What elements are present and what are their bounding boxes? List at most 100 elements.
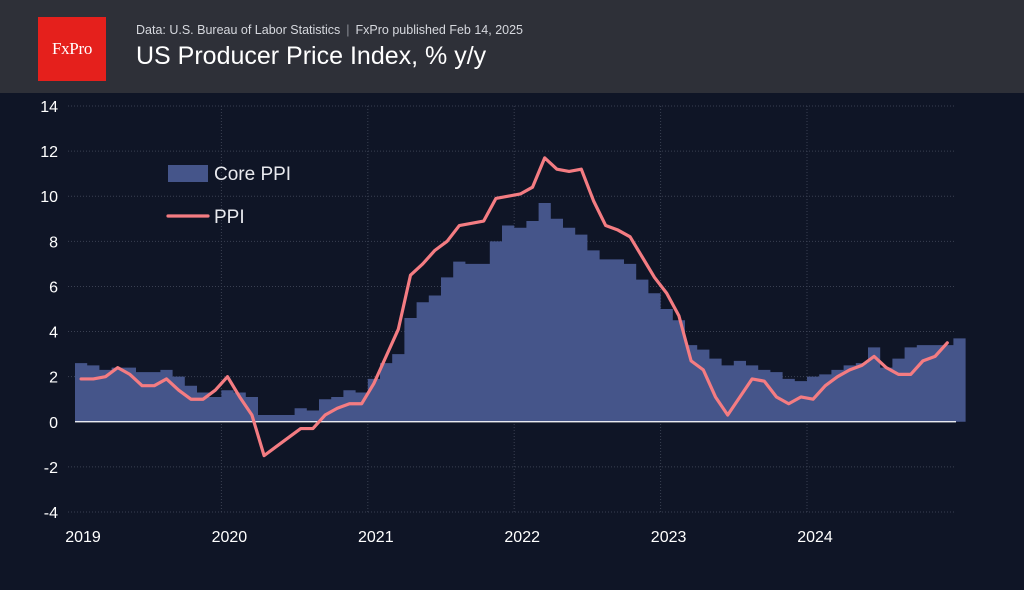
source-prefix: Data: U.S. Bureau of Labor Statistics bbox=[136, 23, 341, 37]
core-ppi-bar bbox=[624, 264, 636, 422]
core-ppi-bar bbox=[380, 363, 392, 422]
ppi-point bbox=[946, 341, 949, 344]
core-ppi-bar bbox=[465, 264, 477, 422]
core-ppi-bar bbox=[441, 277, 453, 421]
core-ppi-bar bbox=[758, 370, 770, 422]
ppi-point bbox=[678, 314, 681, 317]
core-ppi-bar bbox=[270, 415, 282, 422]
ppi-point bbox=[800, 396, 803, 399]
y-tick-label: 8 bbox=[49, 234, 58, 251]
ppi-point bbox=[726, 414, 729, 417]
core-ppi-bar bbox=[953, 338, 965, 421]
ppi-point bbox=[251, 414, 254, 417]
core-ppi-bar bbox=[697, 350, 709, 422]
y-tick-label: 4 bbox=[49, 325, 58, 342]
ppi-point bbox=[141, 384, 144, 387]
ppi-point bbox=[226, 375, 229, 378]
legend-core-swatch bbox=[168, 165, 208, 182]
core-ppi-bar bbox=[185, 386, 197, 422]
core-ppi-bar bbox=[258, 415, 270, 422]
ppi-point bbox=[641, 256, 644, 259]
ppi-point bbox=[714, 396, 717, 399]
x-tick-label: 2022 bbox=[504, 529, 540, 546]
ppi-point bbox=[702, 369, 705, 372]
core-ppi-bar bbox=[563, 228, 575, 422]
ppi-point bbox=[665, 292, 668, 295]
ppi-point bbox=[861, 364, 864, 367]
core-ppi-bar bbox=[75, 363, 87, 422]
core-ppi-bar bbox=[429, 295, 441, 421]
ppi-point bbox=[434, 249, 437, 252]
plot-area: -4 -2 0 2 4 6 8 10 12 14 2019 2020 2021 2022 2023 2024 C… bbox=[0, 93, 1024, 585]
x-tick-label: 2024 bbox=[797, 529, 833, 546]
core-ppi-bar bbox=[551, 219, 563, 422]
core-ppi-bar bbox=[648, 293, 660, 422]
ppi-point bbox=[165, 378, 168, 381]
ppi-point bbox=[787, 402, 790, 405]
core-ppi-bar bbox=[173, 377, 185, 422]
ppi-point bbox=[775, 396, 778, 399]
ppi-point bbox=[263, 454, 266, 457]
y-tick-label: 12 bbox=[40, 144, 58, 161]
x-tick-label: 2023 bbox=[651, 529, 687, 546]
core-ppi-bar bbox=[746, 365, 758, 421]
ppi-point bbox=[909, 373, 912, 376]
ppi-point bbox=[336, 407, 339, 410]
ppi-point bbox=[568, 170, 571, 173]
ppi-point bbox=[373, 382, 376, 385]
ppi-point bbox=[592, 199, 595, 202]
ppi-point bbox=[238, 396, 241, 399]
ppi-point bbox=[690, 359, 693, 362]
ppi-point bbox=[80, 378, 83, 381]
ppi-point bbox=[604, 224, 607, 227]
core-ppi-bar bbox=[148, 372, 160, 422]
core-ppi-bar bbox=[478, 264, 490, 422]
ppi-point bbox=[617, 229, 620, 232]
core-ppi-bar bbox=[905, 347, 917, 421]
core-ppi-bar bbox=[404, 318, 416, 422]
y-tick-label: -2 bbox=[44, 460, 58, 477]
y-tick-label: 6 bbox=[49, 279, 58, 296]
ppi-point bbox=[397, 328, 400, 331]
ppi-point bbox=[287, 436, 290, 439]
logo-text: FxPro bbox=[51, 39, 93, 58]
ppi-point bbox=[92, 378, 95, 381]
ppi-point bbox=[873, 355, 876, 358]
ppi-point bbox=[348, 402, 351, 405]
ppi-point bbox=[934, 355, 937, 358]
ppi-point bbox=[177, 389, 180, 392]
core-ppi-bar bbox=[587, 250, 599, 421]
chart-header: FxPro Data: U.S. Bureau of Labor Statist… bbox=[0, 0, 1024, 93]
core-ppi-bar bbox=[392, 354, 404, 422]
ppi-point bbox=[629, 235, 632, 238]
core-ppi-bar bbox=[295, 408, 307, 422]
core-ppi-bar bbox=[941, 345, 953, 422]
ppi-point bbox=[751, 378, 754, 381]
core-ppi-bar bbox=[221, 390, 233, 422]
legend-core-label: Core PPI bbox=[214, 164, 291, 185]
core-ppi-area bbox=[75, 202, 966, 422]
core-ppi-bar bbox=[209, 397, 221, 422]
ppi-point bbox=[312, 427, 315, 430]
ppi-point bbox=[653, 276, 656, 279]
core-ppi-bar bbox=[490, 241, 502, 421]
x-tick-label: 2020 bbox=[212, 529, 248, 546]
ppi-point bbox=[848, 369, 851, 372]
ppi-point bbox=[556, 168, 559, 171]
core-ppi-bar bbox=[880, 368, 892, 422]
core-ppi-bar bbox=[526, 221, 538, 422]
ppi-point bbox=[519, 193, 522, 196]
ppi-point bbox=[507, 195, 510, 198]
ppi-point bbox=[153, 384, 156, 387]
core-ppi-bar bbox=[636, 280, 648, 422]
ppi-point bbox=[580, 168, 583, 171]
ppi-point bbox=[531, 186, 534, 189]
core-ppi-bar bbox=[917, 345, 929, 422]
ppi-point bbox=[922, 359, 925, 362]
ppi-point bbox=[482, 220, 485, 223]
ppi-point bbox=[299, 427, 302, 430]
ppi-point bbox=[214, 389, 217, 392]
ppi-point bbox=[385, 355, 388, 358]
ppi-point bbox=[885, 366, 888, 369]
core-ppi-bar bbox=[417, 302, 429, 422]
